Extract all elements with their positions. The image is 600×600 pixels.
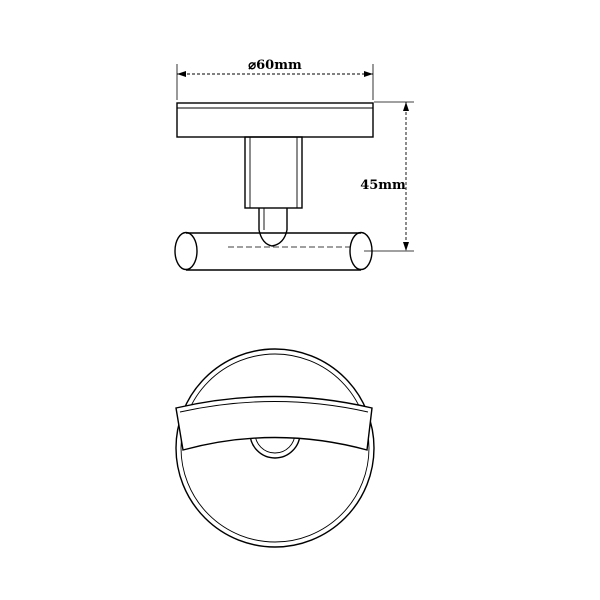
width-dimension-label: ⌀60mm xyxy=(248,58,302,73)
diameter-symbol: ⌀ xyxy=(248,58,256,73)
front-view xyxy=(175,348,375,548)
rosette-outer xyxy=(175,348,375,548)
height-dimension-label: 45mm xyxy=(360,178,406,193)
hook-bar xyxy=(186,232,361,271)
stem-saddle xyxy=(258,229,288,247)
height-arrow-bottom xyxy=(403,242,409,251)
stem-lower xyxy=(258,208,288,230)
hook-arm xyxy=(175,395,373,451)
hook-arm-inner-edge xyxy=(179,401,369,413)
side-view xyxy=(174,64,414,271)
width-dimension xyxy=(176,64,374,100)
rosette-inner xyxy=(180,353,370,543)
height-dimension xyxy=(364,101,414,252)
width-dimension-value: 60mm xyxy=(256,58,302,73)
width-arrow-right xyxy=(364,71,373,77)
stem-upper xyxy=(244,136,303,209)
hook-bar-end-left xyxy=(174,231,198,271)
width-arrow-left xyxy=(177,71,186,77)
height-arrow-top xyxy=(403,102,409,111)
